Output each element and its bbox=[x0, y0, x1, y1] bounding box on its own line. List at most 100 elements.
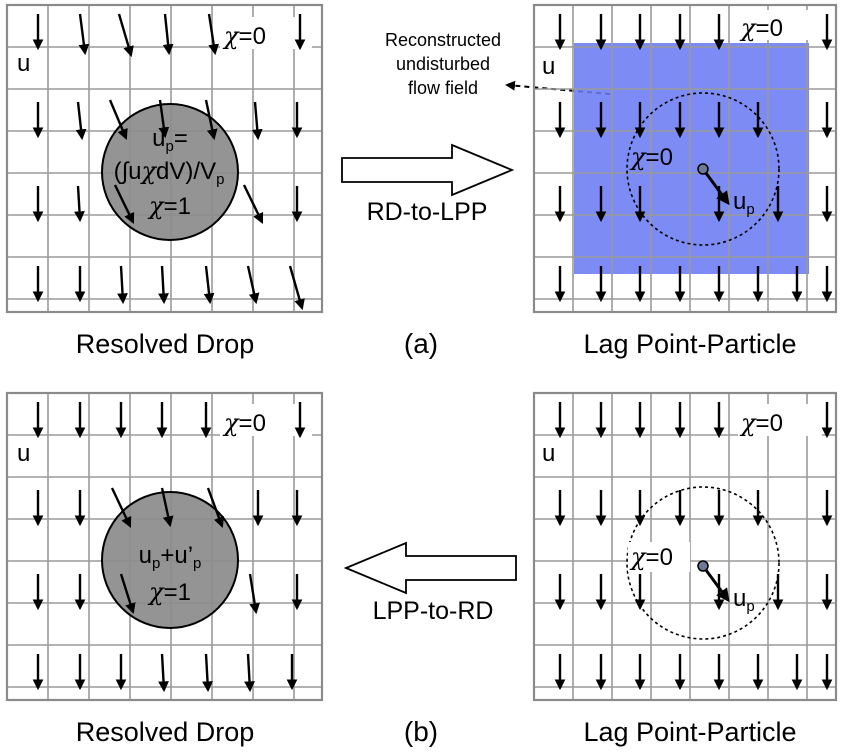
chi-one-label: χ=1 bbox=[147, 578, 191, 606]
vector-field bbox=[554, 14, 833, 303]
panel-b-lag-point-particle: χ=0 u bbox=[532, 391, 838, 747]
velocity-arrow bbox=[113, 184, 135, 224]
panel-a-lag-point-particle: χ=0 u bbox=[532, 3, 838, 359]
vector-field bbox=[554, 402, 833, 691]
velocity-arrow bbox=[158, 99, 170, 139]
particle-velocity-arrow bbox=[701, 565, 730, 603]
panel-caption: Lag Point-Particle bbox=[583, 329, 796, 359]
integral-open: (∫u bbox=[114, 158, 142, 185]
chi-symbol: χ bbox=[147, 578, 165, 606]
label-background bbox=[738, 10, 822, 40]
velocity-arrow bbox=[75, 101, 87, 141]
panel-frame bbox=[5, 3, 324, 314]
u-label: u bbox=[17, 440, 30, 467]
chi-symbol: χ bbox=[222, 409, 240, 437]
u-label: u bbox=[542, 53, 555, 80]
drop-integral-label: (∫uχdV)/Vp bbox=[114, 157, 225, 188]
integral-close: dV)/V bbox=[156, 158, 216, 185]
drop-outline-dashed bbox=[626, 92, 780, 246]
velocity-arrow bbox=[204, 99, 218, 141]
velocity-arrow bbox=[158, 265, 169, 305]
chi-zero-label: χ=0 bbox=[222, 409, 266, 437]
rd-to-lpp-arrow: RD-to-LPP bbox=[341, 143, 515, 226]
chi-value: =1 bbox=[164, 579, 191, 606]
velocity-arrow bbox=[108, 99, 128, 140]
chi-symbol: χ bbox=[629, 543, 647, 571]
subfigure-label-b: (b) bbox=[404, 716, 438, 747]
particle-velocity-arrow bbox=[701, 168, 730, 206]
chi-value: =0 bbox=[756, 15, 783, 42]
chi-symbol: χ bbox=[147, 192, 165, 220]
u-label: u bbox=[542, 440, 555, 467]
chi-zero-drop-label: χ=0 bbox=[629, 143, 673, 171]
chi-zero-drop-label: χ=0 bbox=[629, 543, 673, 571]
up-base: u bbox=[733, 188, 746, 215]
grid-lines bbox=[534, 5, 836, 312]
resolved-drop-circle bbox=[101, 103, 239, 241]
reconstructed-field-annotation: Reconstructed undisturbed flow field bbox=[385, 30, 611, 98]
panel-a-resolved-drop: χ=0 u bbox=[5, 3, 324, 359]
up-subscript: p bbox=[152, 555, 160, 572]
velocity-arrow bbox=[246, 265, 260, 305]
vector-field bbox=[32, 13, 306, 311]
velocity-arrow bbox=[117, 265, 128, 305]
up-subscript: p bbox=[746, 598, 754, 615]
panel-caption: Lag Point-Particle bbox=[583, 717, 796, 747]
integral-subscript: p bbox=[216, 171, 224, 188]
panel-caption: Resolved Drop bbox=[76, 329, 255, 359]
panel-b-resolved-drop: χ=0 u bbox=[5, 391, 324, 747]
velocity-arrow bbox=[202, 653, 213, 693]
chi-value: =0 bbox=[239, 23, 266, 50]
drop-inner-arrows bbox=[110, 487, 260, 615]
panel-frame bbox=[532, 3, 838, 314]
panel-frame bbox=[5, 391, 324, 702]
label-background bbox=[738, 404, 822, 436]
annotation-line-1: Reconstructed bbox=[385, 30, 501, 50]
velocity-arrow bbox=[207, 13, 220, 56]
chi-value: =0 bbox=[646, 544, 673, 571]
chi-zero-label: χ=0 bbox=[222, 22, 266, 50]
velocity-arrow bbox=[158, 653, 169, 693]
chi-one-label: χ=1 bbox=[147, 192, 191, 220]
point-particle bbox=[697, 163, 709, 175]
drop-inner-arrows bbox=[108, 99, 264, 224]
reconstructed-flow-region bbox=[574, 43, 809, 274]
up-base: u bbox=[139, 542, 152, 569]
lpp-to-rd-arrow: LPP-to-RD bbox=[343, 541, 517, 625]
particle-velocity-label: up bbox=[733, 188, 755, 218]
arrow-label: RD-to-LPP bbox=[367, 198, 488, 226]
drop-velocity-label: up+u’p bbox=[139, 542, 202, 572]
velocity-arrow bbox=[251, 101, 263, 141]
chi-symbol: χ bbox=[739, 14, 757, 42]
chi-zero-label: χ=0 bbox=[739, 409, 783, 437]
annotation-line-3: flow field bbox=[408, 78, 478, 98]
velocity-arrow bbox=[117, 13, 134, 58]
drop-velocity-label: up= bbox=[152, 125, 188, 155]
subfigure-label-a: (a) bbox=[404, 328, 438, 359]
velocity-arrow bbox=[244, 653, 255, 693]
velocity-arrow bbox=[242, 184, 264, 224]
chi-value: =0 bbox=[756, 410, 783, 437]
velocity-arrow bbox=[119, 573, 136, 615]
up-equals: = bbox=[174, 125, 188, 152]
panel-frame bbox=[532, 391, 838, 702]
chi-symbol: χ bbox=[629, 143, 647, 171]
annotation-line-2: undisturbed bbox=[396, 54, 490, 74]
up-subscript: p bbox=[746, 201, 754, 218]
point-particle bbox=[697, 560, 709, 572]
up-base: u bbox=[733, 585, 746, 612]
chi-symbol: χ bbox=[222, 22, 240, 50]
vector-field bbox=[32, 402, 306, 693]
up-subscript-2: p bbox=[193, 555, 201, 572]
velocity-arrow bbox=[206, 487, 225, 529]
resolved-drop-circle bbox=[101, 491, 239, 629]
hollow-arrow bbox=[343, 541, 517, 595]
velocity-arrow bbox=[78, 13, 90, 56]
up-base: u bbox=[152, 125, 165, 152]
chi-symbol: χ bbox=[739, 409, 757, 437]
velocity-arrow bbox=[248, 573, 260, 615]
integral-chi: χ bbox=[140, 157, 158, 185]
chi-zero-label: χ=0 bbox=[739, 14, 783, 42]
hollow-arrow bbox=[341, 143, 515, 197]
